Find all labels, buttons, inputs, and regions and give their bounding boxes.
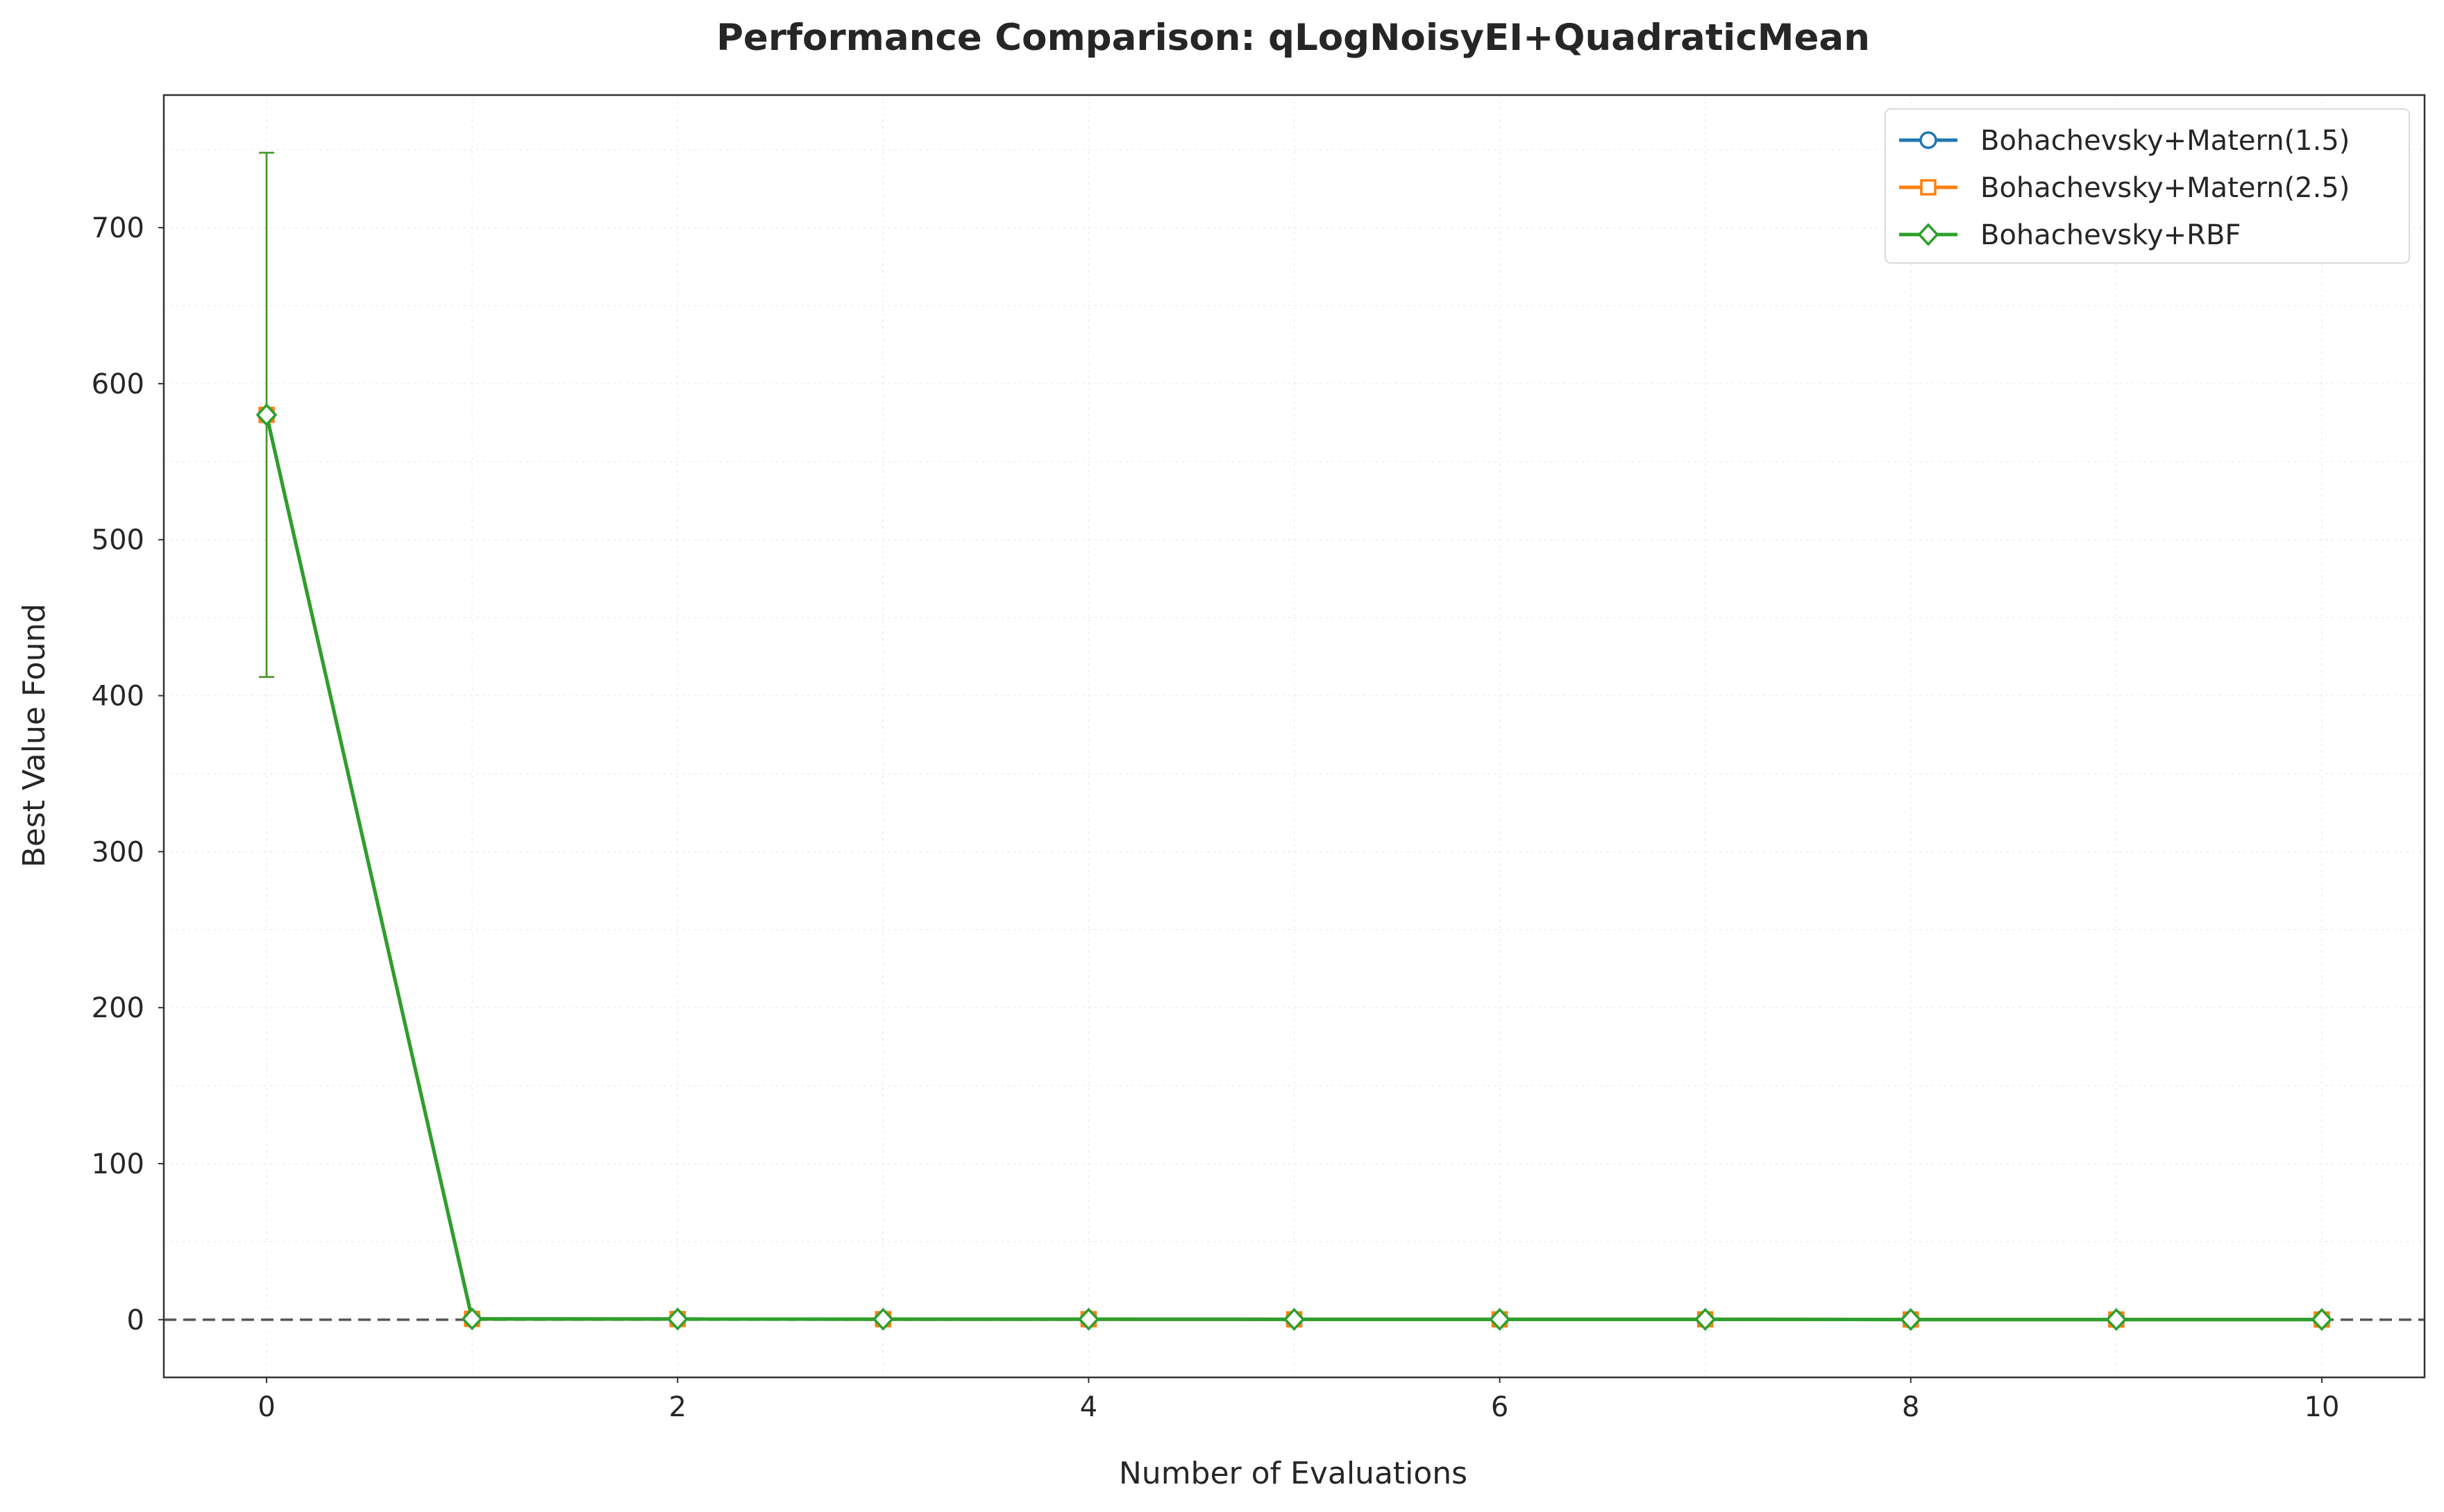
y-tick-label: 0 [127, 1305, 144, 1336]
x-tick-label: 8 [1902, 1391, 1919, 1423]
data-point [1489, 1307, 1510, 1331]
series-line [264, 414, 2322, 1322]
legend-marker [1919, 131, 1937, 149]
y-axis-ticks: 0 100 200 300 400 500 600 700 [92, 212, 164, 1336]
y-tick-label: 700 [92, 212, 144, 244]
legend-item-2: Bohachevsky+Matern(2.5) [1899, 172, 2350, 204]
data-point [1900, 1308, 1922, 1332]
y-tick-label: 400 [92, 681, 144, 713]
x-axis-label: Number of Evaluations [1119, 1456, 1467, 1491]
y-tick-label: 200 [92, 992, 144, 1024]
x-axis-ticks: 0 2 4 6 8 10 [258, 1377, 2339, 1423]
series-group [255, 151, 2333, 1332]
data-point [2105, 1308, 2127, 1332]
data-point [255, 403, 278, 427]
series-line [264, 414, 2322, 1322]
y-tick-label: 100 [92, 1148, 144, 1180]
legend-marker [1917, 223, 1939, 246]
legend-label: Bohachevsky+Matern(2.5) [1980, 172, 2350, 204]
y-tick-label: 500 [92, 525, 144, 557]
x-tick-label: 10 [2304, 1391, 2340, 1423]
data-point [1078, 1307, 1099, 1331]
plot-area-frame [162, 94, 2426, 1379]
legend-item-3: Bohachevsky+RBF [1899, 219, 2241, 251]
x-tick-label: 4 [1080, 1391, 1097, 1423]
legend-label: Bohachevsky+RBF [1980, 219, 2241, 251]
series-3 [255, 151, 2333, 1332]
data-point [461, 1307, 483, 1331]
data-point [666, 1307, 689, 1331]
y-tick-label: 300 [92, 836, 144, 868]
series-line [264, 414, 2322, 1322]
grid-lines [164, 95, 2425, 1377]
data-point [2311, 1308, 2333, 1332]
y-tick-label: 600 [92, 368, 144, 400]
legend-marker [1920, 179, 1937, 196]
legend: Bohachevsky+Matern(1.5) Bohachevsky+Mater… [1885, 108, 2410, 264]
data-point [1283, 1307, 1305, 1331]
x-tick-label: 6 [1491, 1391, 1508, 1423]
y-axis-label: Best Value Found [17, 604, 52, 868]
chart-title: Performance Comparison: qLogNoisyEI+Quad… [716, 17, 1870, 59]
x-tick-label: 2 [669, 1391, 686, 1423]
x-tick-label: 0 [258, 1391, 275, 1423]
legend-box [1885, 108, 2410, 264]
data-point [1694, 1307, 1717, 1331]
data-point [872, 1307, 894, 1331]
legend-item-1: Bohachevsky+Matern(1.5) [1899, 125, 2350, 157]
legend-label: Bohachevsky+Matern(1.5) [1980, 125, 2350, 157]
